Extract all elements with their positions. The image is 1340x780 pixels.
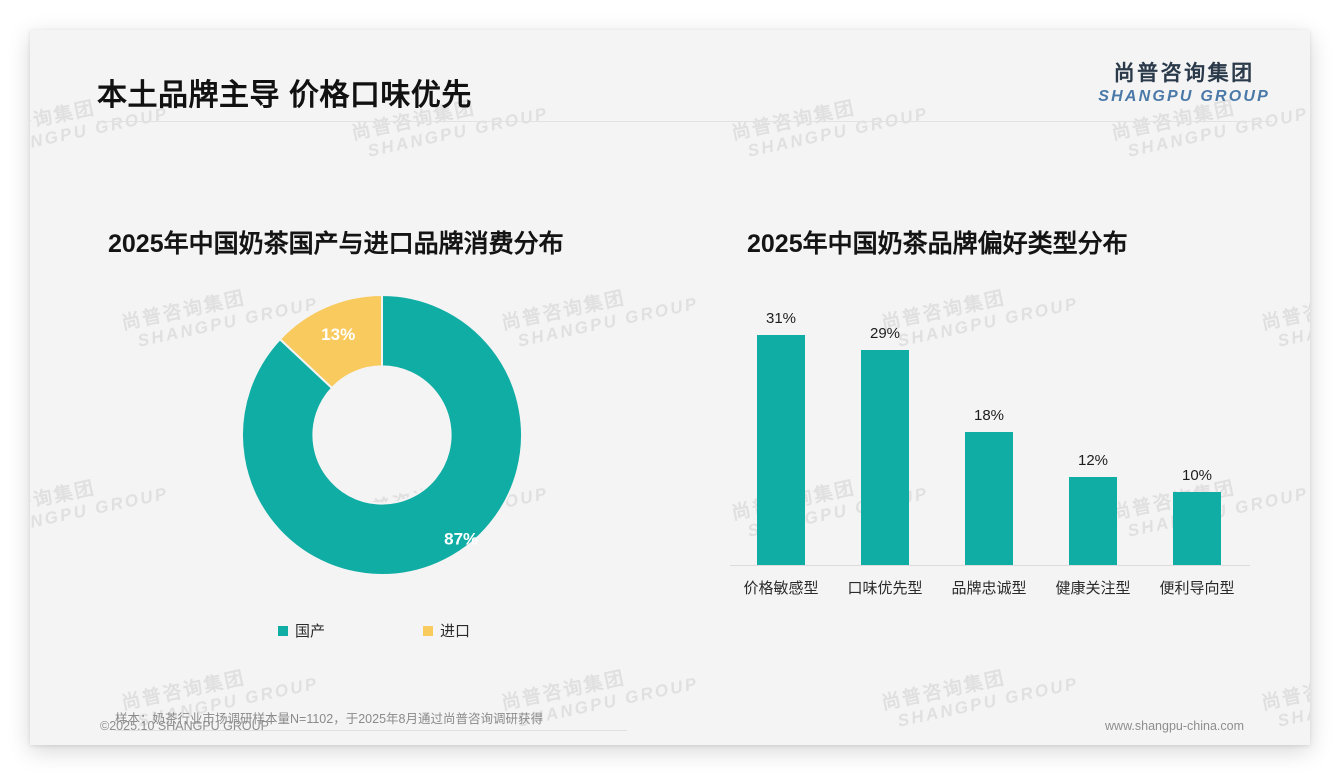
bar-column: 31% xyxy=(730,298,832,566)
bar-chart-title: 2025年中国奶茶品牌偏好类型分布 xyxy=(747,230,1128,258)
bar-category-label: 健康关注型 xyxy=(1055,580,1131,597)
donut-value-label: 13% xyxy=(321,325,355,344)
donut-chart-svg: 87% 13% xyxy=(241,293,523,576)
brand-name-cn: 尚普咨询集团 xyxy=(1113,62,1255,85)
donut-chart-title: 2025年中国奶茶国产与进口品牌消费分布 xyxy=(108,230,564,258)
footer-website-link[interactable]: www.shangpu-china.com xyxy=(1105,719,1244,733)
slide-header: 本土品牌主导 价格口味优先 尚普咨询集团 SHANGPU GROUP xyxy=(30,30,1310,122)
legend-item-进口[interactable]: 进口 xyxy=(423,620,470,641)
legend-label: 进口 xyxy=(440,623,471,640)
donut-slice-进口[interactable] xyxy=(278,293,383,390)
bar-健康关注型[interactable] xyxy=(1069,477,1117,566)
legend-label: 国产 xyxy=(295,623,326,640)
legend-item-国产[interactable]: 国产 xyxy=(278,620,325,641)
bar-chart-baseline xyxy=(730,565,1250,566)
bar-category-label: 口味优先型 xyxy=(847,580,923,597)
footnote-divider xyxy=(115,730,627,731)
page-title: 本土品牌主导 价格口味优先 xyxy=(97,79,472,112)
bar-价格敏感型[interactable] xyxy=(757,335,805,566)
legend-swatch-icon xyxy=(278,625,288,636)
donut-value-label: 87% xyxy=(444,530,478,549)
sample-footnote: 样本：奶茶行业市场调研样本量N=1102，于2025年8月通过尚普咨询调研获得 xyxy=(115,712,543,726)
bar-value-label: 10% xyxy=(1181,467,1213,484)
bar-category-label: 品牌忠诚型 xyxy=(951,580,1027,597)
footer-copyright: ©2025.10 SHANGPU GROUP xyxy=(100,719,269,733)
header-divider xyxy=(97,121,1272,122)
bar-column: 29% xyxy=(834,298,936,566)
bar-column: 10% xyxy=(1146,298,1248,566)
bar-category-label: 便利导向型 xyxy=(1159,580,1235,597)
bar-品牌忠诚型[interactable] xyxy=(965,432,1013,566)
bar-便利导向型[interactable] xyxy=(1173,492,1221,566)
slide-card: 尚普咨询集团 SHANGPU GROUP 尚普咨询集团 SHANGPU GROUP 尚普… xyxy=(30,30,1310,745)
bar-value-label: 29% xyxy=(869,325,901,342)
bar-value-label: 31% xyxy=(765,310,797,327)
bar-column: 18% xyxy=(938,298,1040,566)
bar-口味优先型[interactable] xyxy=(861,350,909,566)
bar-chart-plot: 31% 29% 18% 12% 10% xyxy=(730,298,1250,566)
donut-slice-国产[interactable] xyxy=(241,293,523,576)
bar-value-label: 12% xyxy=(1077,452,1109,469)
legend-swatch-icon xyxy=(423,625,433,636)
bar-chart: 31% 29% 18% 12% 10% 价格敏感型 口味优先型 品牌忠诚型 健康关注型 便利导向… xyxy=(730,298,1250,608)
bar-category-label: 价格敏感型 xyxy=(743,580,819,597)
brand-logo: 尚普咨询集团 SHANGPU GROUP xyxy=(1098,63,1270,105)
brand-name-en: SHANGPU GROUP xyxy=(1098,88,1270,105)
donut-chart: 87% 13% xyxy=(212,265,552,605)
bar-column: 12% xyxy=(1042,298,1144,566)
bar-value-label: 18% xyxy=(973,407,1005,424)
donut-chart-legend: 国产 进口 xyxy=(278,620,538,640)
